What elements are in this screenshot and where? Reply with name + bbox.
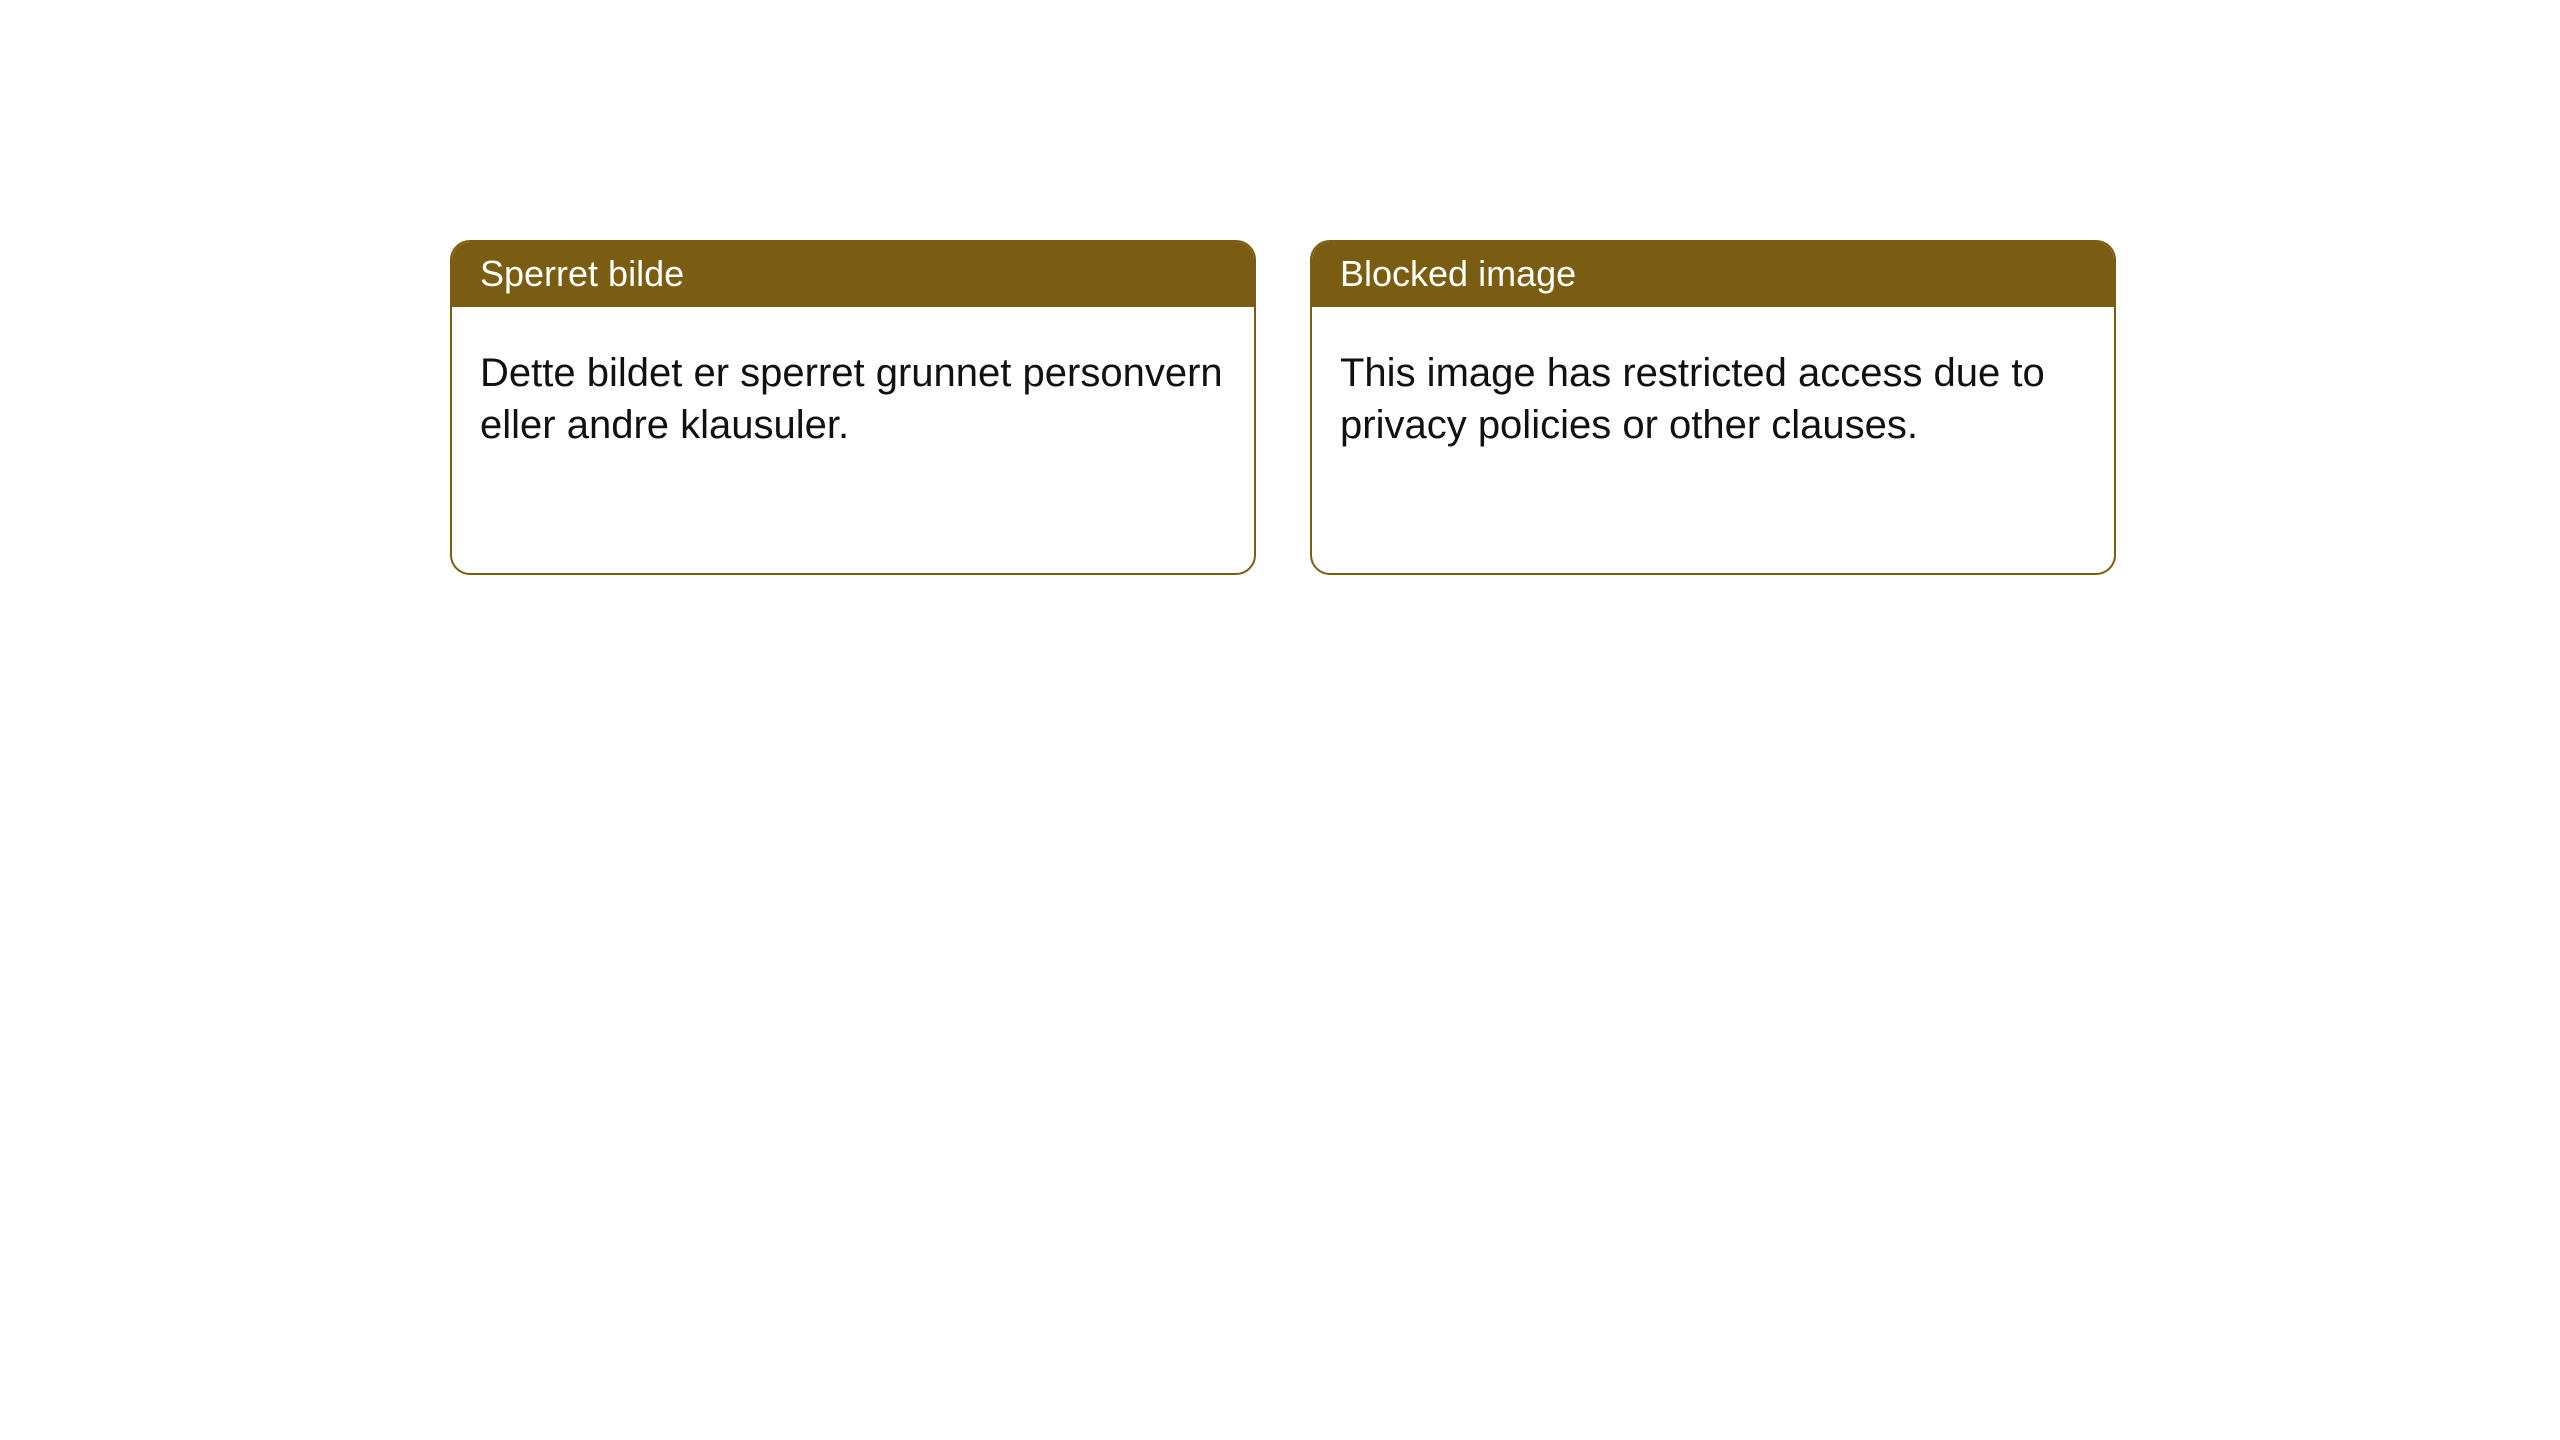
card-title: Sperret bilde	[452, 242, 1254, 307]
card-title: Blocked image	[1312, 242, 2114, 307]
notice-card-no: Sperret bilde Dette bildet er sperret gr…	[450, 240, 1256, 575]
card-body: Dette bildet er sperret grunnet personve…	[452, 307, 1254, 491]
card-body: This image has restricted access due to …	[1312, 307, 2114, 491]
notice-card-en: Blocked image This image has restricted …	[1310, 240, 2116, 575]
notice-cards-row: Sperret bilde Dette bildet er sperret gr…	[0, 0, 2560, 575]
